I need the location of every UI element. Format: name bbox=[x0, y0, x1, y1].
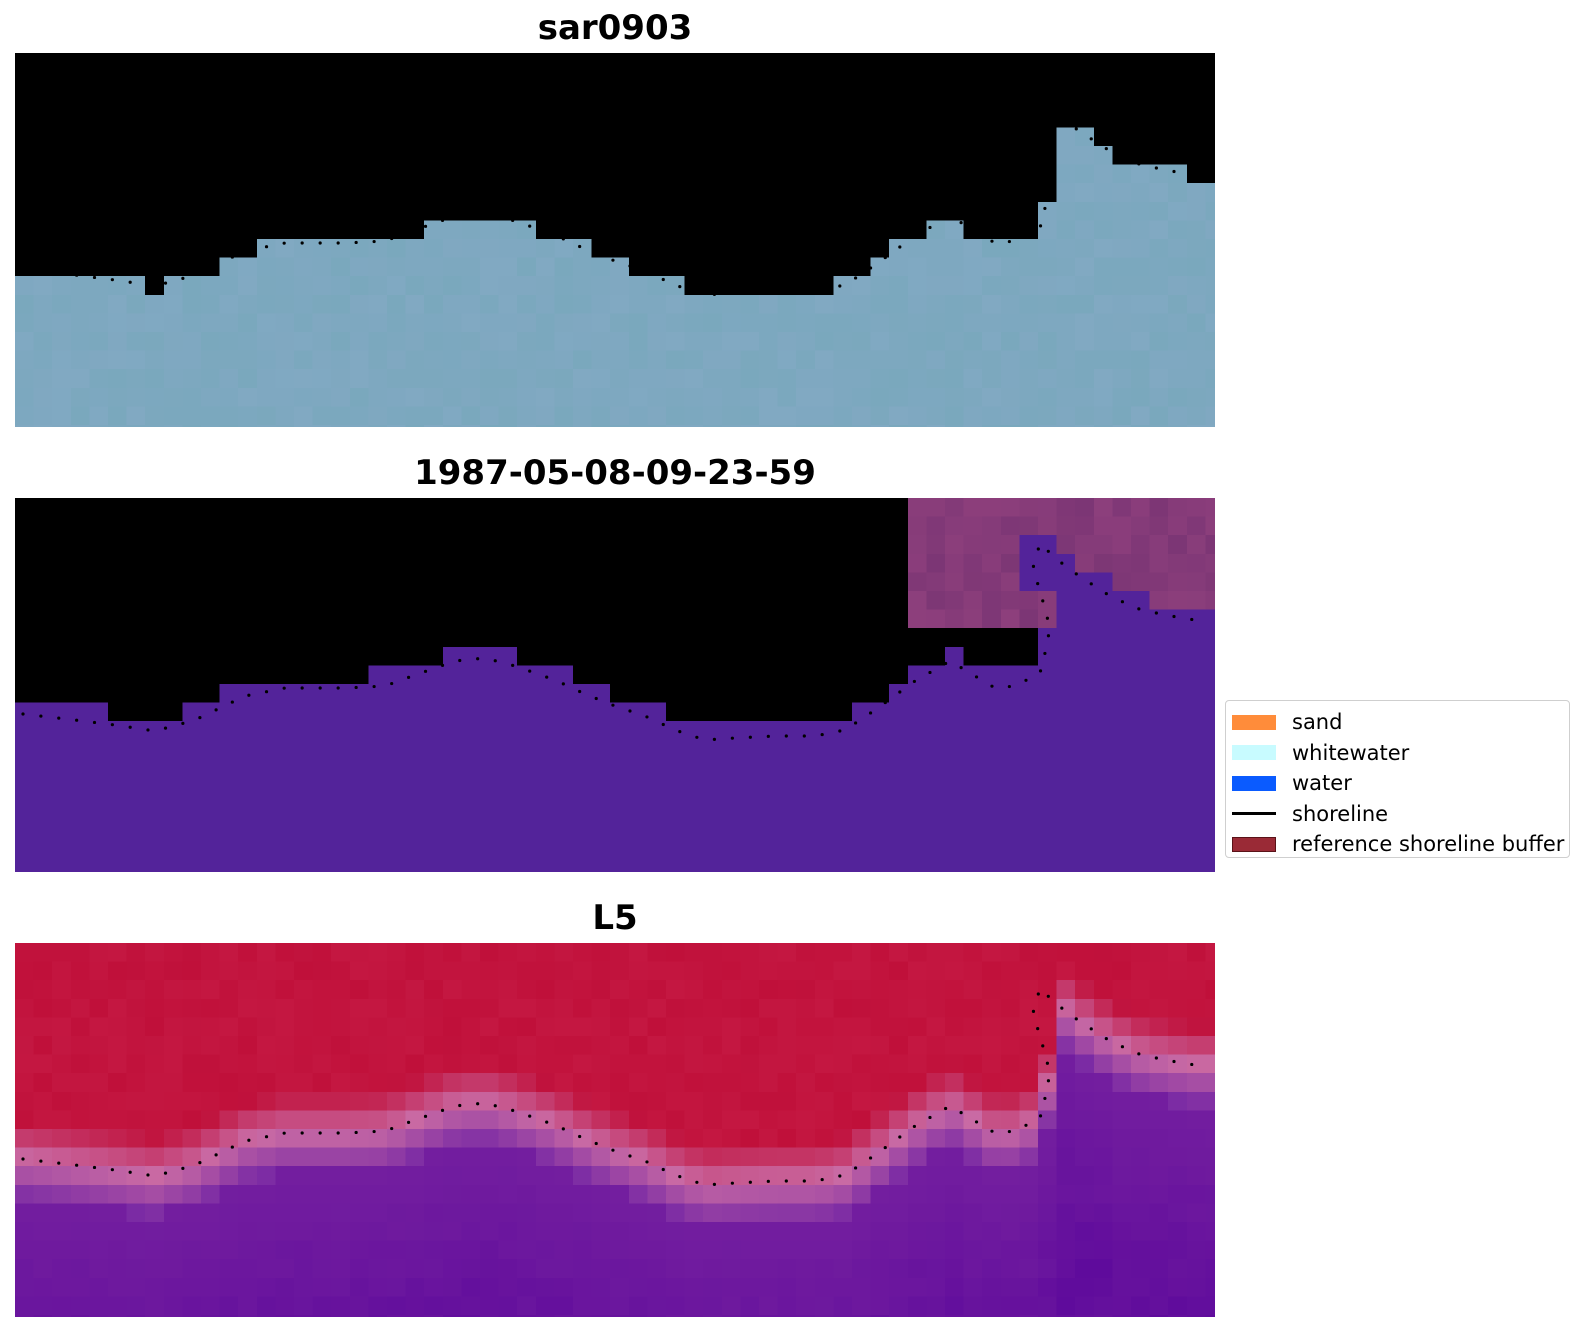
legend-item-sand: sand bbox=[1232, 707, 1569, 738]
legend-label-shoreline: shoreline bbox=[1292, 801, 1389, 826]
legend-item-shoreline: shoreline bbox=[1232, 799, 1569, 830]
probability-image-panel bbox=[15, 943, 1215, 1317]
legend-label-reference-buffer: reference shoreline buffer bbox=[1292, 832, 1565, 857]
sar-pixel-grid bbox=[15, 53, 1215, 427]
legend-item-whitewater: whitewater bbox=[1232, 738, 1569, 769]
legend-item-reference-buffer: reference shoreline buffer bbox=[1232, 829, 1569, 860]
reference-buffer-swatch bbox=[1232, 836, 1276, 852]
legend-label-sand: sand bbox=[1292, 710, 1343, 735]
sand-swatch bbox=[1232, 714, 1276, 730]
water-swatch bbox=[1232, 775, 1276, 791]
panel-title-l5: L5 bbox=[592, 898, 638, 938]
whitewater-swatch bbox=[1232, 745, 1276, 761]
probability-image bbox=[15, 943, 1215, 1317]
panel-title-sar: sar0903 bbox=[537, 8, 693, 48]
legend-label-water: water bbox=[1292, 771, 1352, 796]
shoreline-dots bbox=[21, 102, 1194, 296]
legend: sand whitewater water shoreline referenc… bbox=[1225, 700, 1570, 858]
classified-image-panel bbox=[15, 498, 1215, 872]
sar-image-panel bbox=[15, 53, 1215, 427]
shoreline-dots bbox=[21, 547, 1194, 741]
panel-title-date: 1987-05-08-09-23-59 bbox=[414, 453, 816, 493]
shoreline-line-sample bbox=[1232, 812, 1276, 816]
legend-item-water: water bbox=[1232, 768, 1569, 799]
shoreline-dots bbox=[21, 992, 1194, 1186]
classified-image bbox=[15, 498, 1215, 872]
classified-pixel-grid bbox=[15, 498, 1215, 872]
legend-label-whitewater: whitewater bbox=[1292, 740, 1410, 765]
probability-pixel-grid bbox=[15, 943, 1215, 1317]
sar-image bbox=[15, 53, 1215, 427]
